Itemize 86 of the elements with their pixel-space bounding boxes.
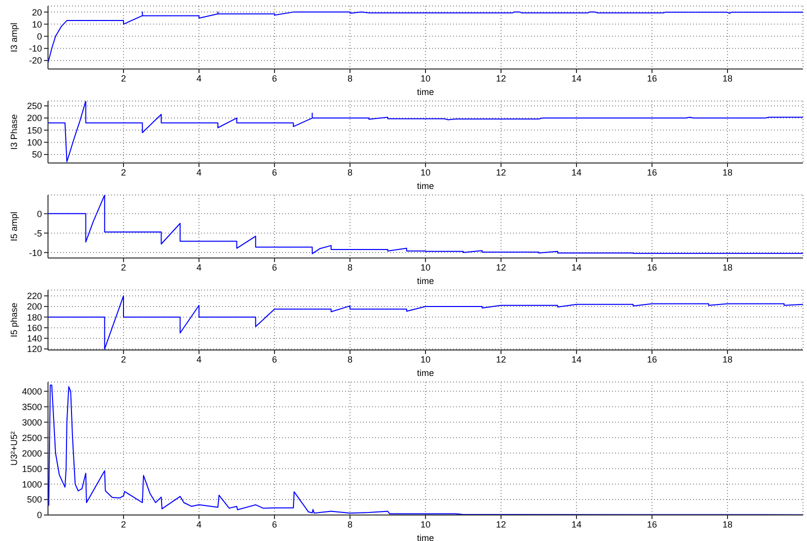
- x-tick-label: 12: [496, 354, 506, 364]
- x-axis-title: time: [416, 276, 434, 286]
- y-tick-label: 1000: [22, 479, 42, 490]
- x-tick-label: 18: [722, 262, 733, 272]
- y-tick-label: 120: [26, 344, 42, 354]
- x-tick-label: 4: [196, 519, 202, 530]
- x-tick-label: 8: [347, 354, 353, 364]
- x-tick-label: 4: [196, 73, 202, 84]
- x-tick-label: 14: [571, 167, 582, 178]
- x-tick-label: 6: [272, 262, 278, 272]
- line-series: [48, 195, 803, 254]
- y-tick-label: 10: [32, 19, 42, 30]
- x-axis-title: time: [416, 368, 434, 378]
- x-tick-label: 16: [646, 262, 658, 272]
- y-axis-title: U3²+U5²: [9, 431, 20, 466]
- x-tick-label: 8: [347, 167, 353, 178]
- x-tick-label: 14: [571, 519, 582, 530]
- x-tick-label: 10: [420, 73, 431, 84]
- x-tick-label: 14: [571, 354, 582, 364]
- x-tick-label: 16: [646, 354, 658, 364]
- y-tick-label: 1500: [22, 464, 42, 474]
- x-tick-label: 2: [120, 167, 126, 178]
- y-tick-label: 3000: [22, 417, 42, 428]
- y-tick-label: 140: [26, 334, 42, 344]
- x-tick-label: 2: [120, 73, 126, 84]
- line-series: [48, 12, 803, 64]
- y-tick-label: 4000: [22, 386, 42, 396]
- x-tick-label: 10: [420, 262, 431, 272]
- y-axis-title: I3 ampl: [9, 22, 20, 52]
- y-axis-title: I5 phase: [9, 302, 20, 338]
- y-tick-label: 250: [26, 101, 42, 112]
- y-tick-label: 0: [36, 510, 42, 520]
- y-axis-title: I5 ampl: [9, 212, 20, 242]
- y-tick-label: 3500: [22, 402, 42, 412]
- y-tick-label: 160: [26, 322, 42, 333]
- x-tick-label: 16: [646, 519, 658, 530]
- x-tick-label: 12: [496, 73, 506, 84]
- y-tick-label: 2000: [22, 448, 42, 458]
- x-tick-label: 4: [196, 354, 202, 364]
- y-tick-label: -10: [28, 248, 42, 258]
- x-tick-label: 4: [196, 167, 202, 178]
- x-tick-label: 10: [420, 519, 431, 530]
- x-tick-label: 6: [272, 73, 278, 84]
- x-tick-label: 8: [347, 73, 353, 84]
- y-tick-label: 0: [36, 208, 42, 219]
- y-tick-label: 100: [26, 138, 42, 148]
- x-tick-label: 10: [420, 167, 431, 178]
- x-tick-label: 2: [120, 262, 126, 272]
- x-tick-label: 18: [722, 73, 733, 84]
- x-tick-label: 6: [272, 167, 278, 178]
- x-tick-label: 2: [120, 519, 126, 530]
- y-tick-label: 200: [26, 302, 42, 312]
- x-tick-label: 18: [722, 167, 733, 178]
- y-tick-label: 50: [32, 150, 42, 160]
- x-tick-label: 12: [496, 519, 506, 530]
- x-tick-label: 6: [272, 519, 278, 530]
- x-tick-label: 14: [571, 73, 582, 84]
- y-tick-label: 500: [26, 494, 42, 505]
- y-tick-label: 220: [26, 291, 42, 302]
- x-tick-label: 8: [347, 519, 353, 530]
- x-tick-label: 16: [646, 167, 658, 178]
- y-tick-label: -20: [28, 56, 42, 66]
- y-tick-label: 0: [36, 31, 42, 42]
- x-axis-title: time: [416, 181, 434, 191]
- x-tick-label: 12: [496, 262, 506, 272]
- y-axis-title: I3 Phase: [9, 114, 20, 150]
- y-tick-label: -5: [34, 228, 42, 238]
- y-tick-label: 20: [32, 7, 42, 18]
- x-tick-label: 6: [272, 354, 278, 364]
- x-tick-label: 18: [722, 519, 733, 530]
- x-tick-label: 2: [120, 354, 126, 364]
- x-tick-label: 4: [196, 262, 202, 272]
- y-tick-label: 150: [26, 125, 42, 136]
- y-tick-label: -10: [28, 44, 42, 54]
- x-tick-label: 18: [722, 354, 733, 364]
- x-axis-title: time: [416, 87, 434, 97]
- x-tick-label: 14: [571, 262, 582, 272]
- x-tick-label: 10: [420, 354, 431, 364]
- x-tick-label: 8: [347, 262, 353, 272]
- x-tick-label: 16: [646, 73, 658, 84]
- y-tick-label: 2500: [22, 432, 42, 443]
- y-tick-label: 180: [26, 312, 42, 322]
- x-axis-title: time: [416, 533, 434, 541]
- y-tick-label: 200: [26, 113, 42, 124]
- x-tick-label: 12: [496, 167, 506, 178]
- line-series: [48, 101, 803, 162]
